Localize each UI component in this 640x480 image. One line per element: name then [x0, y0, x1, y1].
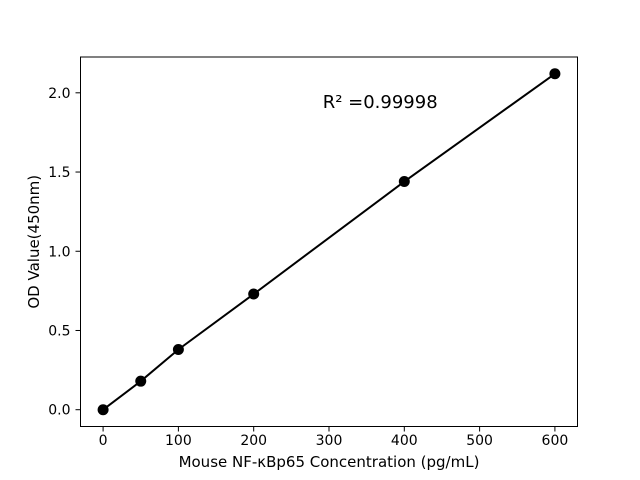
data-point-2 [172, 343, 184, 355]
x-axis-label: Mouse NF-κBp65 Concentration (pg/mL) [179, 453, 480, 471]
y-axis-label: OD Value(450nm) [25, 175, 43, 309]
data-point-5 [549, 68, 561, 80]
y-tick-label: 1.5 [48, 165, 70, 181]
y-tick-label: 1.0 [48, 244, 70, 260]
x-tick-label: 500 [466, 433, 493, 449]
data-point-3 [248, 288, 260, 300]
fit-line [102, 72, 556, 411]
r-squared-annotation: R² =0.99998 [323, 92, 438, 113]
data-point-4 [398, 176, 410, 188]
x-tick-label: 300 [316, 433, 343, 449]
x-tick-label: 200 [240, 433, 267, 449]
y-tick-label: 2.0 [48, 86, 70, 102]
data-point-0 [97, 404, 109, 416]
x-tick-label: 400 [391, 433, 418, 449]
y-tick-label: 0.0 [48, 403, 70, 419]
x-tick-label: 0 [99, 433, 108, 449]
y-tick-label: 0.5 [48, 323, 70, 339]
x-tick-label: 100 [165, 433, 192, 449]
data-point-1 [135, 375, 147, 387]
x-tick-label: 600 [542, 433, 569, 449]
